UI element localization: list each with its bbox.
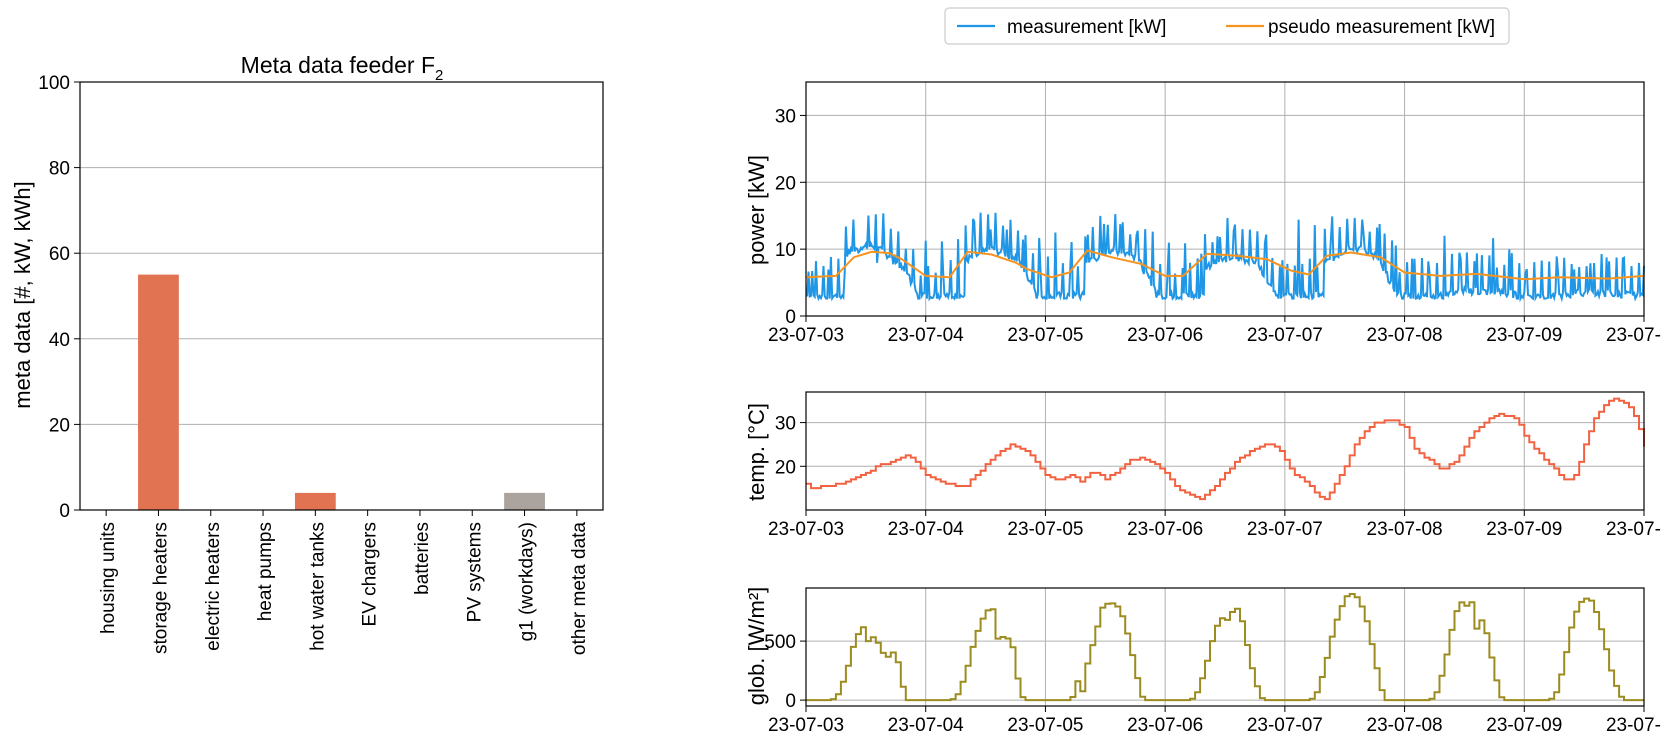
bar-chart-frame <box>79 81 604 511</box>
ytick-label: 0 <box>785 691 796 712</box>
bar-ytick-label: 0 <box>59 501 70 522</box>
xtick-label: 23-07-07 <box>1247 325 1323 346</box>
xtick-label: 23-07-03 <box>768 715 844 736</box>
xtick-label: 23-07-04 <box>888 519 964 540</box>
xtick-label: 23-07-08 <box>1367 325 1443 346</box>
bar-chart-xticks: housing units storage heaters electric hea… <box>98 510 590 655</box>
xtick-label: 23-07-05 <box>1007 715 1083 736</box>
bar-category-label: storage heaters <box>150 522 171 654</box>
irradiance-ticks: 23-07-03 23-07-04 23-07-05 23-07-06 23-07-07… <box>764 632 1661 736</box>
xtick-label: 23-07-09 <box>1486 519 1562 540</box>
temperature-line <box>806 397 1645 501</box>
xtick-label: 23-07-03 <box>768 519 844 540</box>
power-measurement-line <box>805 212 1645 303</box>
ytick-label: 0 <box>785 307 796 328</box>
irradiance-line <box>806 593 1644 702</box>
legend-label-measurement: measurement [kW] <box>1007 17 1166 38</box>
xtick-label: 23-07-07 <box>1247 519 1323 540</box>
xtick-label: 23-07-10 <box>1606 325 1661 346</box>
power-frame <box>805 81 1645 317</box>
xtick-label: 23-07-10 <box>1606 519 1661 540</box>
bar-ytick-label: 100 <box>38 73 70 94</box>
ytick-label: 10 <box>775 240 796 261</box>
xtick-label: 23-07-10 <box>1606 715 1661 736</box>
xtick-label: 23-07-04 <box>888 325 964 346</box>
power-pseudo-measurement-line <box>805 249 1645 281</box>
bar-chart-bars <box>138 274 545 510</box>
bar-g1-workdays- <box>504 492 545 510</box>
bar-category-label: other meta data <box>569 522 590 656</box>
xtick-label: 23-07-06 <box>1127 519 1203 540</box>
bar-ytick-label: 80 <box>49 159 70 180</box>
xtick-label: 23-07-08 <box>1367 715 1443 736</box>
bar-category-label: housing units <box>98 522 119 634</box>
xtick-label: 23-07-08 <box>1367 519 1443 540</box>
bar-category-label: g1 (workdays) <box>517 522 538 641</box>
bar-chart-yticks: 0 20 40 60 80 100 <box>38 73 80 522</box>
bar-chart-panel: Meta data feeder F2 meta data [#, kW, kW… <box>10 52 604 655</box>
xtick-label: 23-07-07 <box>1247 715 1323 736</box>
bar-category-label: heat pumps <box>255 522 276 621</box>
power-ticks: 23-07-03 23-07-04 23-07-05 23-07-06 23-07-07… <box>768 106 1661 346</box>
bar-category-label: PV systems <box>464 522 485 622</box>
temperature-gridlines <box>805 392 1645 510</box>
ytick-label: 20 <box>775 457 796 478</box>
bar-ytick-label: 60 <box>49 244 70 265</box>
bar-chart-ylabel: meta data [#, kW, kWh] <box>10 181 35 408</box>
ytick-label: 500 <box>764 632 796 653</box>
xtick-label: 23-07-03 <box>768 325 844 346</box>
irradiance-frame <box>805 587 1645 707</box>
bar-category-label: batteries <box>412 522 433 595</box>
bar-category-label: electric heaters <box>203 522 224 651</box>
irradiance-panel: glob. [W/m²] 23-07-03 23-07-04 23-07-05 23-… <box>744 587 1661 736</box>
temperature-frame <box>805 391 1645 511</box>
bar-chart-title-subscript: 2 <box>435 67 443 84</box>
xtick-label: 23-07-05 <box>1007 325 1083 346</box>
xtick-label: 23-07-06 <box>1127 325 1203 346</box>
bar-category-label: EV chargers <box>360 522 381 627</box>
legend-label-pseudo: pseudo measurement [kW] <box>1268 17 1495 38</box>
xtick-label: 23-07-04 <box>888 715 964 736</box>
bar-ytick-label: 20 <box>49 415 70 436</box>
bar-ytick-label: 40 <box>49 330 70 351</box>
bar-storage-heaters <box>138 274 179 510</box>
bar-hot-water-tanks <box>294 492 336 510</box>
xtick-label: 23-07-09 <box>1486 325 1562 346</box>
ytick-label: 20 <box>775 173 796 194</box>
temperature-ylabel: temp. [°C] <box>744 403 769 501</box>
bar-chart-title: Meta data feeder F2 <box>241 52 444 84</box>
ytick-label: 30 <box>775 414 796 435</box>
xtick-label: 23-07-05 <box>1007 519 1083 540</box>
xtick-label: 23-07-06 <box>1127 715 1203 736</box>
legend: measurement [kW] pseudo measurement [kW] <box>944 7 1510 45</box>
temperature-ticks: 23-07-03 23-07-04 23-07-05 23-07-06 23-07-07… <box>768 414 1661 540</box>
ytick-label: 30 <box>775 106 796 127</box>
irradiance-ylabel: glob. [W/m²] <box>744 587 769 706</box>
power-ylabel: power [kW] <box>744 155 769 265</box>
xtick-label: 23-07-09 <box>1486 715 1562 736</box>
irradiance-gridlines <box>805 588 1645 706</box>
power-panel: power [kW] 23-07-03 23-07-04 23-07-05 23-07… <box>744 81 1661 346</box>
temperature-panel: temp. [°C] 23-07-03 23-07-04 23-07-05 23-07… <box>744 391 1661 540</box>
bar-category-label: hot water tanks <box>307 522 328 651</box>
